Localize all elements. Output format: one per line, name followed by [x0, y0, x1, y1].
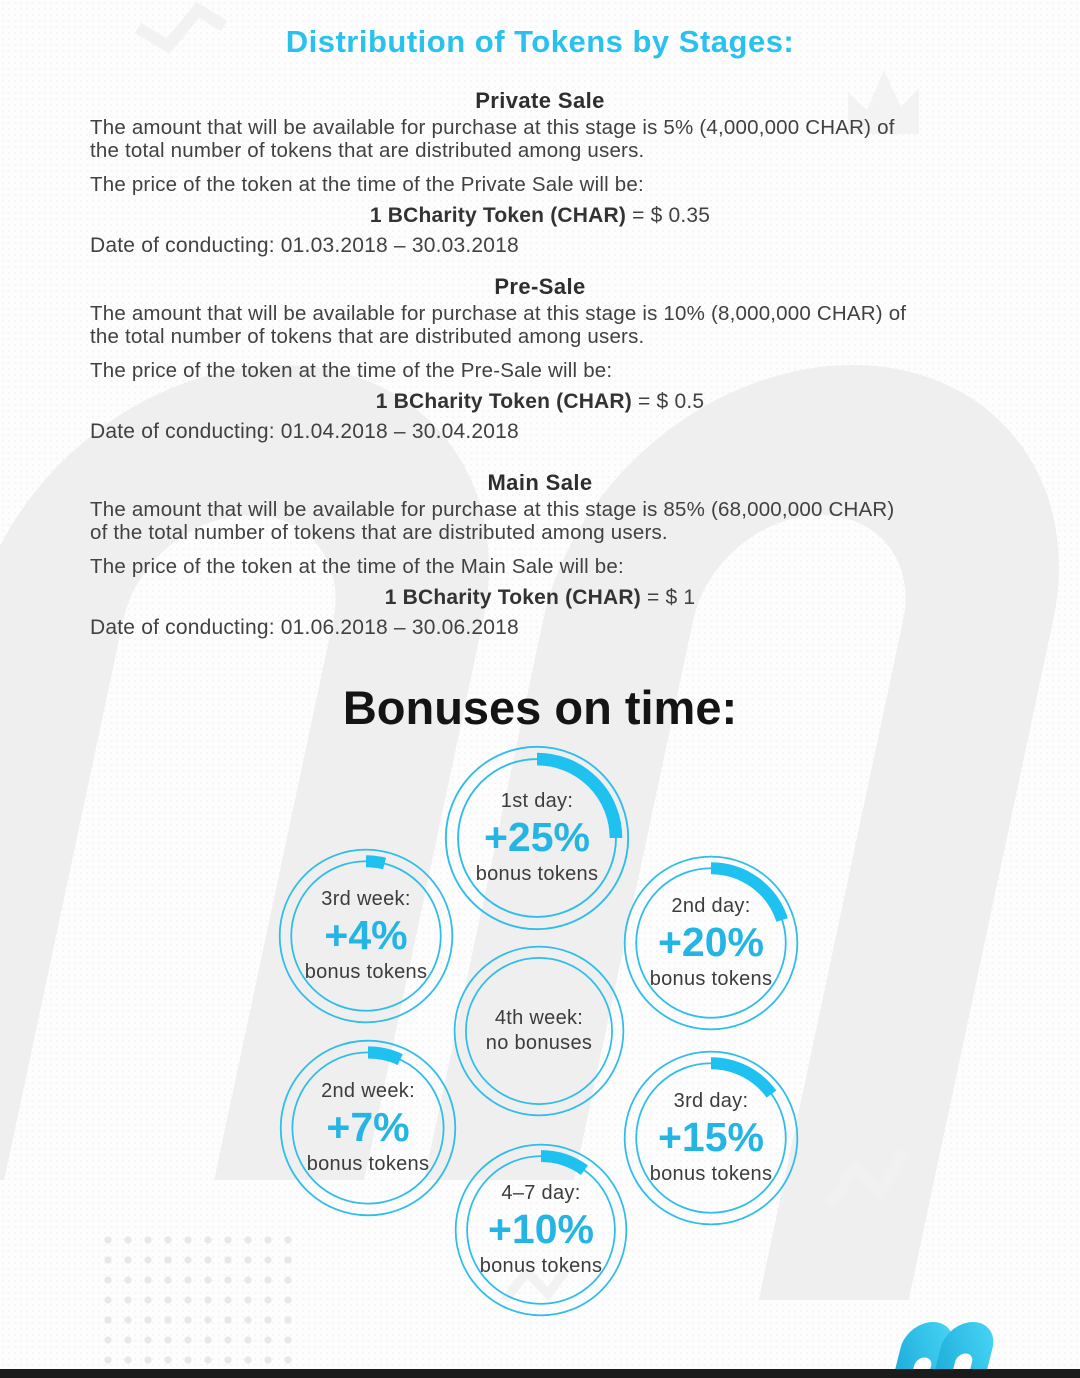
zigzag-watermark-icon	[825, 1149, 909, 1209]
bonus-circle-2nd-week: 2nd week: +7% bonus tokens	[278, 1038, 458, 1218]
section-heading: Private Sale	[475, 88, 605, 113]
bonus-circle-4-7-day: 4–7 day: +10% bonus tokens	[453, 1142, 629, 1318]
sections: Private Sale The amount that will be ava…	[90, 88, 990, 640]
bonus-value: +15%	[657, 1114, 764, 1161]
bonus-value: +4%	[324, 912, 408, 959]
date-line: Date of conducting: 01.04.2018 – 30.04.2…	[90, 420, 519, 443]
bonus-circle-4th-week: 4th week: no bonuses	[452, 944, 626, 1118]
price-line: 1 BCharity Token (CHAR) = $ 0.5	[90, 390, 990, 414]
price-value: = $ 1	[646, 586, 696, 609]
bonus-label: 3rd week:	[321, 888, 411, 911]
bonus-sub: bonus tokens	[649, 967, 773, 990]
date-line: Date of conducting: 01.06.2018 – 30.06.2…	[90, 616, 519, 639]
price-intro-text: The price of the token at the time of th…	[90, 359, 613, 382]
bonus-sub: bonus tokens	[649, 1162, 773, 1185]
bonus-label: 2nd day:	[671, 895, 751, 918]
bonus-text: 2nd day: +20% bonus tokens	[622, 854, 800, 1032]
price-line: 1 BCharity Token (CHAR) = $ 1	[90, 586, 990, 610]
price-value: = $ 0.5	[638, 390, 705, 413]
section-pre-sale: Pre-Sale The amount that will be availab…	[90, 274, 990, 444]
bonus-value: +7%	[326, 1104, 410, 1151]
bonus-label: 4–7 day:	[501, 1182, 581, 1205]
bonus-label: 1st day:	[500, 790, 574, 813]
bonus-circle-1st-day: 1st day: +25% bonus tokens	[443, 744, 631, 932]
bonus-text: 4–7 day: +10% bonus tokens	[453, 1142, 629, 1318]
bonus-label: 4th week:	[494, 1007, 584, 1029]
bonus-sub: no bonuses	[485, 1032, 593, 1054]
bonuses-heading: Bonuses on time:	[342, 681, 738, 734]
bonus-text: 4th week: no bonuses	[452, 944, 626, 1118]
bonus-sub: bonus tokens	[475, 862, 599, 885]
page-title: Distribution of Tokens by Stages:	[285, 24, 795, 59]
bonus-label: 3rd day:	[673, 1090, 749, 1113]
section-amount-text: The amount that will be available for pu…	[90, 498, 895, 544]
date-line: Date of conducting: 01.03.2018 – 30.03.2…	[90, 234, 519, 257]
bonus-text: 1st day: +25% bonus tokens	[443, 744, 631, 932]
content: Distribution of Tokens by Stages: Privat…	[0, 24, 1080, 735]
section-main-sale: Main Sale The amount that will be availa…	[90, 470, 990, 640]
footer-bar	[0, 1369, 1080, 1378]
bonus-circle-3rd-day: 3rd day: +15% bonus tokens	[622, 1049, 800, 1227]
section-heading: Pre-Sale	[494, 274, 586, 299]
section-private-sale: Private Sale The amount that will be ava…	[90, 88, 990, 258]
section-amount-text: The amount that will be available for pu…	[90, 302, 907, 348]
bonus-sub: bonus tokens	[306, 1152, 430, 1175]
price-value: = $ 0.35	[632, 204, 711, 227]
price-line: 1 BCharity Token (CHAR) = $ 0.35	[90, 204, 990, 228]
bonus-text: 2nd week: +7% bonus tokens	[278, 1038, 458, 1218]
bonus-text: 3rd week: +4% bonus tokens	[277, 847, 455, 1025]
bonus-circle-2nd-day: 2nd day: +20% bonus tokens	[622, 854, 800, 1032]
price-token-bold: 1 BCharity Token (CHAR)	[384, 586, 641, 609]
bonus-value: +20%	[657, 919, 764, 966]
bonus-sub: bonus tokens	[479, 1254, 603, 1277]
bonus-text: 3rd day: +15% bonus tokens	[622, 1049, 800, 1227]
bonus-label: 2nd week:	[321, 1080, 415, 1103]
price-intro-text: The price of the token at the time of th…	[90, 555, 624, 578]
section-amount-text: The amount that will be available for pu…	[90, 116, 895, 162]
price-intro-text: The price of the token at the time of th…	[90, 173, 644, 196]
price-token-bold: 1 BCharity Token (CHAR)	[369, 204, 627, 227]
price-token-bold: 1 BCharity Token (CHAR)	[375, 390, 632, 413]
bonus-value: +25%	[483, 814, 590, 861]
section-heading: Main Sale	[487, 470, 593, 495]
dot-grid-decoration	[98, 1230, 304, 1378]
bonus-sub: bonus tokens	[304, 960, 428, 983]
bonus-value: +10%	[487, 1206, 594, 1253]
bonus-circle-3rd-week: 3rd week: +4% bonus tokens	[277, 847, 455, 1025]
